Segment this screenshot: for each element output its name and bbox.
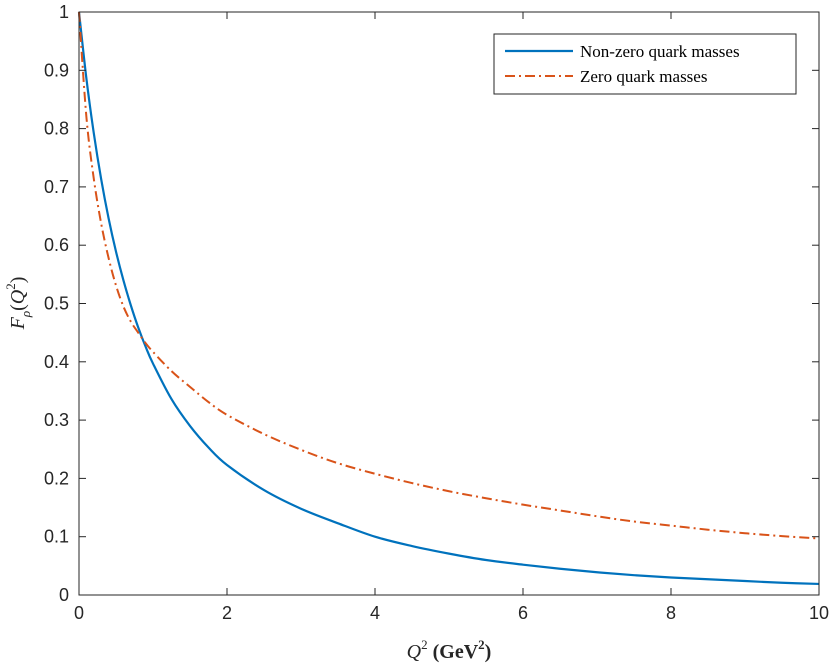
series-line-zero-quark-masses bbox=[78, 11, 820, 540]
x-axis-label: Q2 (GeV2) bbox=[407, 637, 492, 663]
x-tick-label: 8 bbox=[666, 603, 676, 623]
y-tick-label: 0.2 bbox=[44, 468, 69, 488]
series-line-non-zero-quark-masses bbox=[77, 11, 820, 586]
x-tick-label: 10 bbox=[809, 603, 829, 623]
plot-area bbox=[79, 12, 819, 595]
y-tick-label: 1 bbox=[59, 2, 69, 22]
x-tick-label: 0 bbox=[74, 603, 84, 623]
y-tick-label: 0.5 bbox=[44, 294, 69, 314]
legend-label-zero: Zero quark masses bbox=[580, 67, 707, 86]
y-tick-label: 0.1 bbox=[44, 527, 69, 547]
legend-label-non-zero: Non-zero quark masses bbox=[580, 42, 740, 61]
y-tick-label: 0.3 bbox=[44, 410, 69, 430]
y-tick-label: 0.8 bbox=[44, 119, 69, 139]
y-tick-label: 0 bbox=[59, 585, 69, 605]
y-tick-label: 0.4 bbox=[44, 352, 69, 372]
x-axis: 0 2 4 6 8 10 bbox=[74, 12, 829, 623]
series-layer bbox=[77, 11, 820, 586]
legend: Non-zero quark masses Zero quark masses bbox=[493, 33, 797, 95]
y-tick-label: 0.6 bbox=[44, 235, 69, 255]
y-axis-label: Fρ(Q2) bbox=[3, 277, 33, 331]
x-tick-label: 6 bbox=[518, 603, 528, 623]
x-tick-label: 4 bbox=[370, 603, 380, 623]
y-tick-label: 0.9 bbox=[44, 60, 69, 80]
y-axis: 0 0.1 0.2 0.3 0.4 0.5 0.6 0.7 0.8 0.9 1 bbox=[44, 2, 819, 605]
y-tick-label: 0.7 bbox=[44, 177, 69, 197]
x-tick-label: 2 bbox=[222, 603, 232, 623]
legend-box bbox=[493, 33, 797, 95]
